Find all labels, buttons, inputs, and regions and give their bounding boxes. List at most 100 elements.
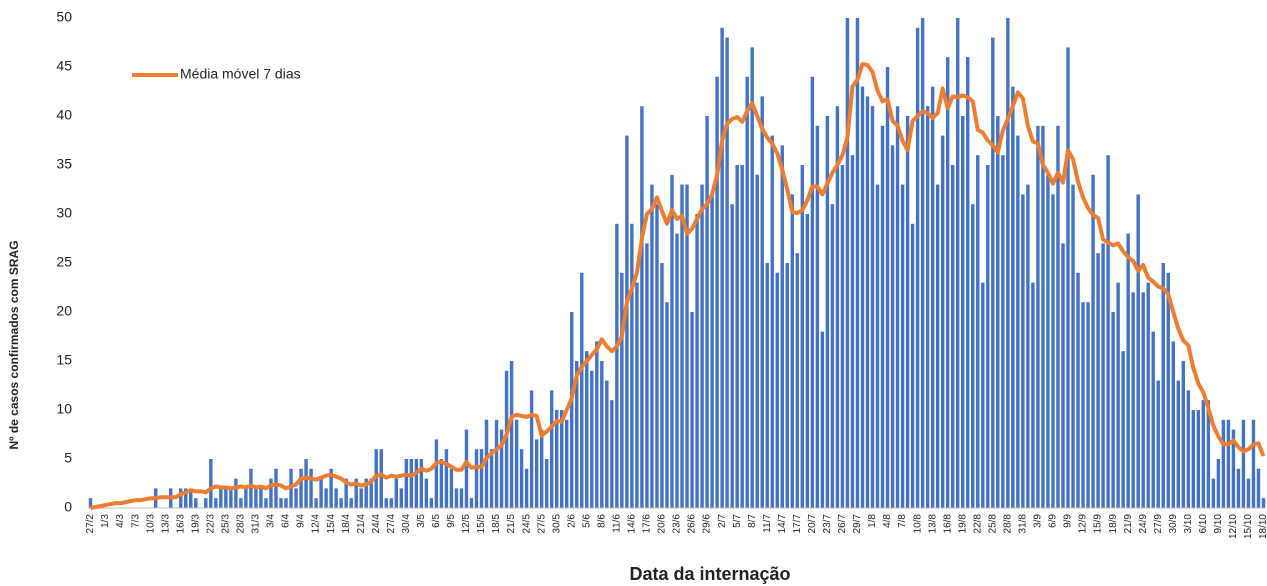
bar	[795, 253, 800, 508]
bar	[565, 419, 569, 508]
x-tick-label: 8/7	[747, 514, 758, 528]
x-tick-label: 12/5	[461, 514, 472, 534]
moving-average-line	[90, 62, 1266, 510]
bar	[349, 498, 353, 508]
x-tick-label: 2/7	[717, 514, 728, 528]
bar	[1246, 478, 1251, 508]
x-tick-label: 29/6	[702, 514, 713, 534]
bar	[394, 478, 398, 508]
y-tick-label: 45	[56, 58, 72, 74]
x-tick-label: 18/5	[491, 514, 502, 534]
bar	[1186, 390, 1191, 508]
bar	[765, 263, 769, 508]
bar	[630, 223, 634, 509]
bar	[755, 174, 759, 509]
bar	[560, 410, 564, 508]
x-tick-label: 12/9	[1078, 514, 1089, 534]
bar	[239, 498, 243, 508]
bar	[259, 488, 263, 508]
x-tick-label: 3/4	[266, 514, 277, 528]
x-tick-label: 30/9	[1168, 514, 1179, 534]
x-tick-label: 18/4	[341, 514, 352, 534]
bar	[339, 498, 343, 508]
bar	[840, 165, 845, 508]
y-tick-label: 10	[56, 401, 72, 417]
bar	[409, 459, 414, 508]
x-tick-label: 15/9	[1093, 514, 1104, 534]
bar	[389, 498, 393, 508]
bar	[956, 18, 960, 508]
bar	[219, 488, 223, 508]
bar	[1141, 292, 1145, 508]
bar	[585, 351, 589, 508]
x-tick-label: 6/4	[281, 514, 292, 528]
legend-label: Média móvel 7 dias	[180, 66, 301, 82]
bar	[204, 498, 208, 508]
bar	[695, 214, 699, 508]
bar	[1261, 498, 1266, 508]
bar	[504, 370, 509, 508]
bar	[655, 204, 659, 508]
bar	[494, 419, 499, 508]
bar	[815, 125, 820, 509]
x-tick-label: 7/8	[897, 514, 908, 528]
bar	[996, 116, 1000, 508]
bar	[1006, 18, 1010, 508]
bar	[324, 488, 328, 508]
bar	[249, 468, 253, 508]
bar	[625, 135, 629, 508]
x-tick-label: 16/3	[175, 514, 186, 534]
x-tick-label: 20/7	[807, 514, 818, 534]
bar	[1066, 47, 1070, 509]
bar	[1211, 478, 1216, 508]
x-tick-label: 22/3	[205, 514, 216, 534]
bar	[925, 106, 930, 508]
bar	[920, 18, 925, 508]
x-tick-label: 31/3	[251, 514, 262, 534]
bar	[464, 429, 469, 508]
bar	[820, 331, 825, 508]
x-tick-label: 30/5	[551, 514, 562, 534]
y-tick-label: 25	[56, 254, 72, 270]
bar	[424, 478, 429, 508]
x-tick-label: 15/10	[1243, 514, 1254, 539]
bar	[379, 449, 383, 508]
bar	[700, 184, 704, 508]
x-tick-label: 23/7	[822, 514, 833, 534]
bar	[1106, 155, 1110, 508]
bar	[179, 488, 183, 508]
bar	[384, 498, 388, 508]
bar	[685, 184, 689, 508]
bar	[544, 459, 549, 508]
bar	[1206, 400, 1211, 508]
x-tick-label: 13/3	[160, 514, 171, 534]
bar	[1176, 380, 1180, 508]
bar	[404, 459, 409, 508]
bar	[1136, 194, 1140, 508]
bar	[1021, 194, 1025, 508]
bar	[1131, 292, 1135, 508]
x-tick-label: 3/10	[1183, 514, 1194, 534]
bar	[1126, 233, 1130, 508]
y-tick-label: 0	[64, 499, 72, 515]
bar	[1241, 419, 1246, 508]
bar	[825, 116, 830, 508]
bar	[1051, 194, 1055, 508]
bar	[334, 488, 338, 508]
bar	[449, 468, 454, 508]
bar	[234, 478, 238, 508]
bar	[194, 498, 198, 508]
bar	[670, 174, 674, 509]
bar	[1226, 419, 1231, 508]
x-tick-label: 29/7	[852, 514, 863, 534]
bar	[329, 468, 333, 508]
bar	[650, 184, 654, 508]
bar	[444, 449, 449, 508]
bar	[675, 233, 679, 508]
bar	[1001, 155, 1005, 508]
bar	[805, 214, 810, 508]
x-tick-label: 6/10	[1198, 514, 1209, 534]
bar	[1026, 184, 1030, 508]
bar	[635, 282, 639, 508]
bar	[184, 488, 188, 508]
